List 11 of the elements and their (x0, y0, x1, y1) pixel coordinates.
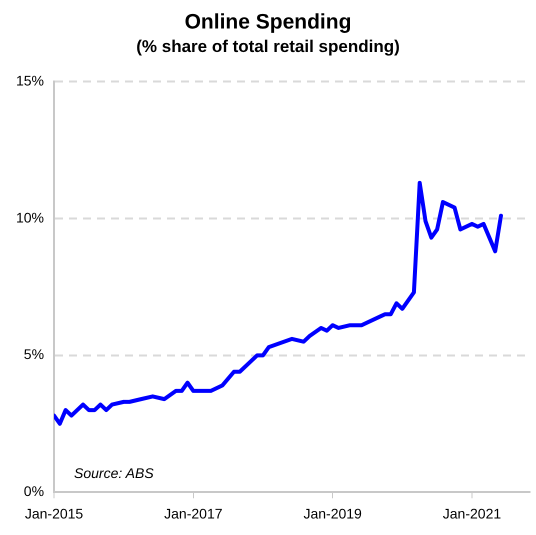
chart-title: Online Spending (184, 10, 352, 34)
y-tick-label: 0% (24, 483, 44, 500)
chart-subtitle: (% share of total retail spending) (136, 37, 400, 56)
x-tick-label: Jan-2015 (24, 505, 84, 522)
y-tick-label: 10% (16, 209, 44, 226)
y-tick-label: 15% (16, 72, 44, 88)
annotation: Source: ABS (74, 465, 154, 482)
y-tick-label: 5% (24, 346, 44, 362)
x-tick-label: Jan-2021 (442, 505, 502, 522)
x-tick-label: Jan-2019 (303, 505, 362, 522)
x-tick-label: Jan-2017 (164, 505, 223, 522)
